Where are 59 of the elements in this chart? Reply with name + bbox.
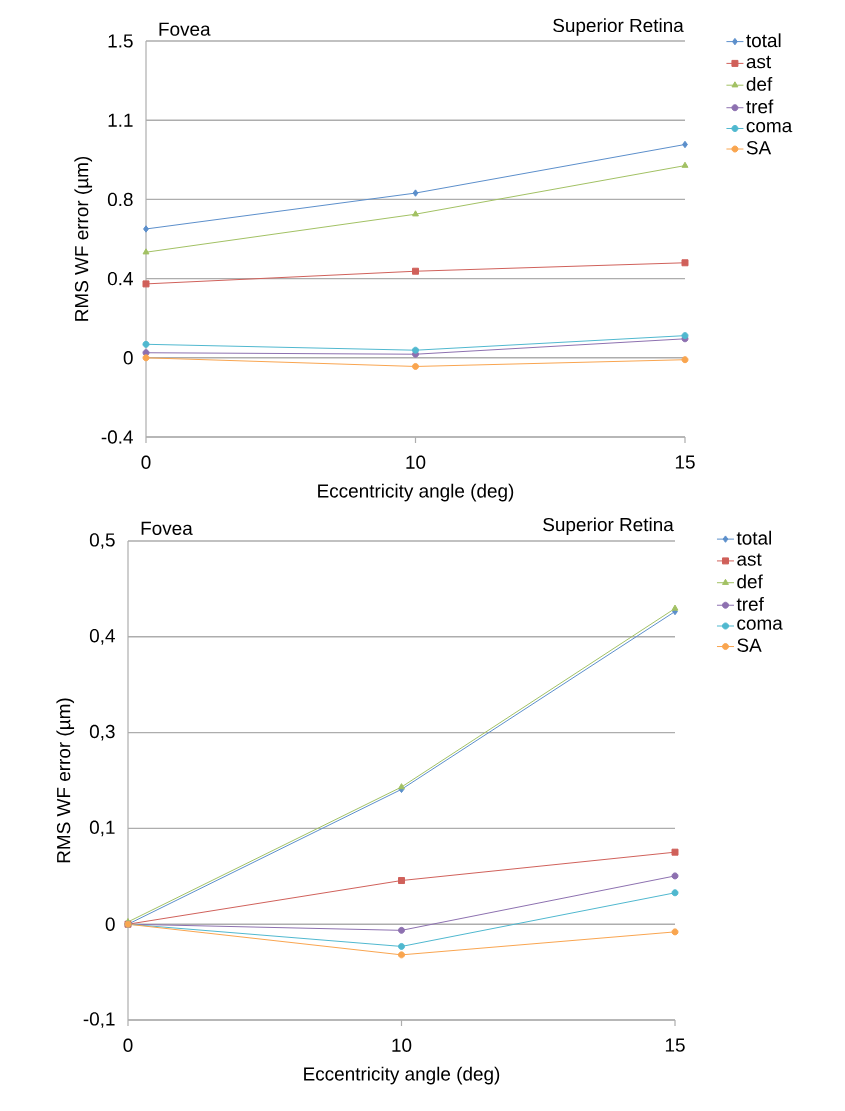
- point: [142, 248, 150, 255]
- legend-label: ast: [737, 553, 762, 566]
- point: [398, 783, 405, 790]
- point: [681, 259, 689, 267]
- y-tick-label: 0,1: [89, 820, 115, 837]
- y-tick-label: 0,5: [89, 533, 115, 549]
- point: [681, 356, 689, 364]
- y-tick-label: 1.5: [108, 34, 133, 48]
- point: [143, 225, 149, 233]
- x-tick-label: 15: [675, 455, 695, 469]
- x-tick-label: 10: [406, 455, 426, 469]
- x-tick-label: 0: [141, 455, 151, 469]
- point: [412, 346, 419, 354]
- legend-label: def: [746, 76, 773, 91]
- x-axis-title: Eccentricity angle (deg): [318, 483, 514, 502]
- text: Fovea: [159, 22, 211, 36]
- x-axis-title: Eccentricity angle (deg): [304, 1066, 500, 1085]
- point: [398, 926, 405, 934]
- y-tick-label: 0.8: [107, 192, 133, 207]
- legend-label: def: [737, 574, 763, 589]
- point: [671, 848, 679, 856]
- legend-label: tref: [746, 99, 774, 114]
- legend-label: coma: [737, 619, 783, 630]
- y-tick-label: 0: [105, 917, 115, 931]
- y-tick-label: -0,1: [83, 1012, 115, 1028]
- point: [681, 161, 689, 168]
- point: [412, 210, 419, 217]
- legend-label: tref: [736, 596, 764, 611]
- x-tick-label: 10: [392, 1038, 412, 1052]
- point: [412, 362, 419, 370]
- y-axis-title: RMS WF error (µm): [74, 156, 93, 321]
- y-axis-title: RMS WF error (µm): [56, 698, 75, 863]
- point: [412, 267, 419, 275]
- legend-label: SA: [746, 140, 772, 155]
- y-tick-label: 0: [123, 351, 133, 365]
- point: [142, 354, 150, 362]
- x-tick-label: 15: [665, 1038, 685, 1052]
- point: [398, 877, 405, 885]
- point: [398, 942, 405, 950]
- point: [671, 889, 679, 897]
- text: Superior Retina: [553, 18, 684, 36]
- legend-label: coma: [746, 121, 793, 133]
- y-tick-label: -0.4: [101, 430, 133, 444]
- y-tick-label: 1.1: [108, 113, 133, 127]
- text: Fovea: [141, 521, 193, 536]
- point: [142, 280, 150, 288]
- text: Superior Retina: [543, 517, 674, 536]
- legend-label: total: [746, 33, 781, 48]
- y-tick-label: 0.4: [107, 271, 133, 286]
- point: [398, 951, 405, 959]
- point: [142, 340, 150, 348]
- legend-label: total: [736, 530, 771, 545]
- point: [671, 928, 679, 936]
- y-tick-label: 0,3: [89, 724, 115, 741]
- y-tick-label: 0,4: [89, 628, 115, 645]
- legend-label: ast: [746, 55, 772, 69]
- legend-label: SA: [737, 638, 762, 652]
- point: [671, 872, 679, 880]
- point: [412, 189, 419, 197]
